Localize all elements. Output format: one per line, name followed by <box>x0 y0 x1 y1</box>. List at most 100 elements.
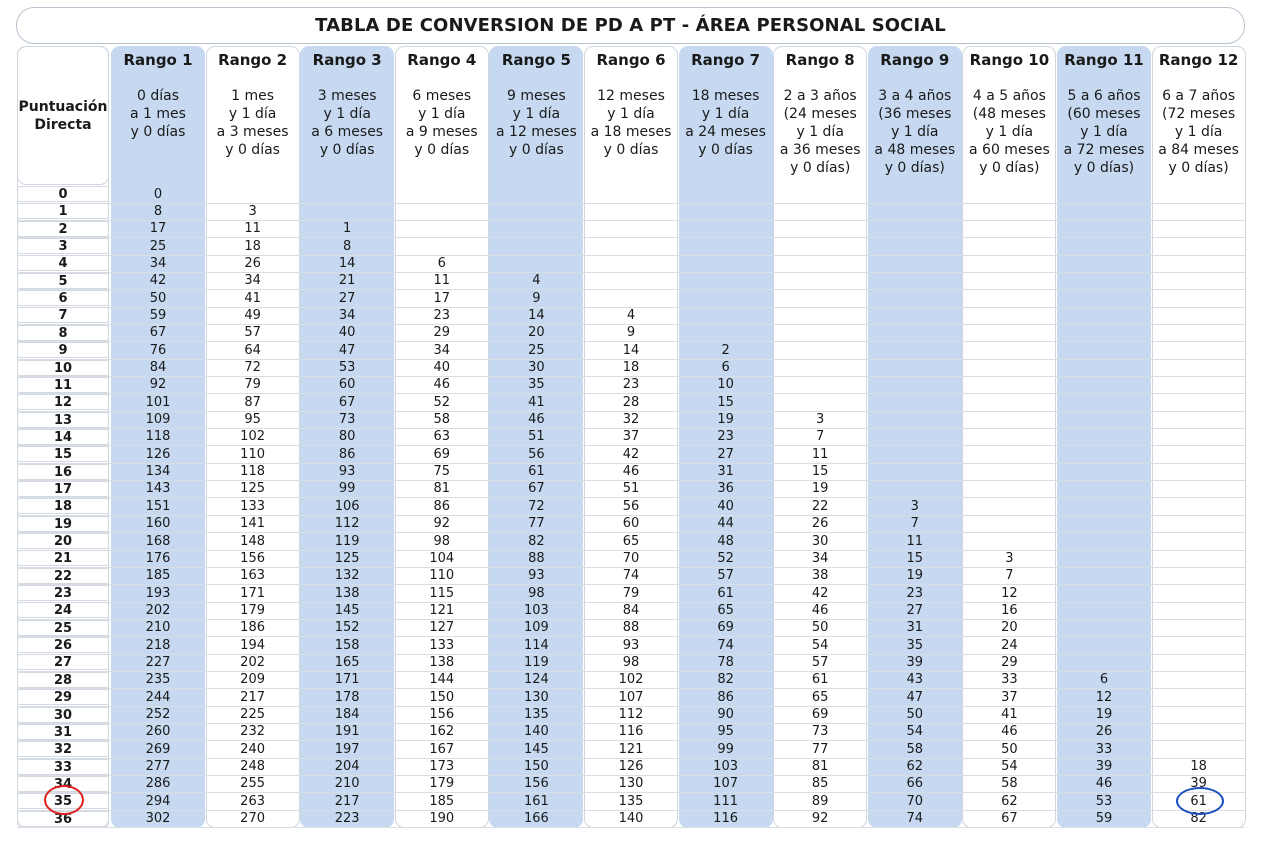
pt-cell: 26 <box>811 516 829 532</box>
pd-cell: 3 <box>17 238 109 255</box>
range-column-bg <box>300 46 395 828</box>
pd-cell: 8 <box>17 324 109 341</box>
row-separator <box>17 809 1245 811</box>
pt-cell: 37 <box>1001 689 1018 705</box>
pt-cell: 93 <box>528 568 545 584</box>
pt-cell: 61 <box>528 464 545 480</box>
pt-cell: 25 <box>149 238 167 254</box>
pt-cell: 110 <box>429 568 455 584</box>
pt-cell: 53 <box>338 360 356 375</box>
pt-cell: 3 <box>910 498 919 514</box>
pt-cell: 166 <box>523 811 549 827</box>
pt-cell: 138 <box>429 654 455 670</box>
pt-cell: 152 <box>334 620 360 636</box>
range-header: Rango 6 12 meses y 1 día a 18 meses y 0 d… <box>584 46 678 185</box>
range-age: 3 a 4 años (36 meses y 1 día a 48 meses … <box>874 88 956 176</box>
pt-cell: 34 <box>811 550 829 566</box>
row-separator <box>17 618 1245 620</box>
pt-cell: 95 <box>244 412 261 428</box>
pt-cell: 225 <box>240 707 265 722</box>
pt-cell: 112 <box>334 516 360 532</box>
pt-cell: 52 <box>717 550 734 566</box>
pt-cell: 56 <box>528 446 545 462</box>
pt-cell: 252 <box>145 707 171 722</box>
pt-cell: 50 <box>149 290 167 306</box>
pt-cell: 34 <box>433 342 451 358</box>
pt-cell: 121 <box>618 741 644 757</box>
pt-cell: 19 <box>1095 707 1113 722</box>
range-column-bg <box>489 46 584 828</box>
row-separator <box>17 653 1245 655</box>
row-separator <box>17 670 1245 672</box>
pt-cell: 162 <box>429 724 455 740</box>
row-separator <box>17 480 1245 482</box>
pt-cell: 20 <box>1001 620 1018 636</box>
pt-cell: 130 <box>523 689 549 705</box>
pt-cell: 67 <box>338 394 356 410</box>
pt-cell: 56 <box>622 498 640 514</box>
pt-cell: 168 <box>145 533 171 549</box>
pt-cell: 104 <box>429 550 455 566</box>
pt-cell: 89 <box>811 793 829 809</box>
pt-cell: 244 <box>145 689 171 705</box>
range-age: 3 meses y 1 día a 6 meses y 0 días <box>311 88 384 158</box>
pt-cell: 74 <box>906 811 924 827</box>
pt-cell: 178 <box>334 689 360 705</box>
range-age: 5 a 6 años (60 meses y 1 día a 72 meses … <box>1063 88 1145 176</box>
pt-cell: 46 <box>1095 776 1113 792</box>
pt-cell: 126 <box>145 446 171 462</box>
pt-cell: 15 <box>717 394 734 410</box>
pt-cell: 103 <box>523 602 549 618</box>
pt-cell: 98 <box>528 585 545 601</box>
pt-cell: 27 <box>717 446 734 462</box>
pt-cell: 10 <box>717 377 734 393</box>
pt-cell: 14 <box>528 307 545 323</box>
pt-cell: 31 <box>906 620 924 636</box>
pt-cell: 227 <box>145 654 171 670</box>
table-title: TABLA DE CONVERSION DE PD A PT - ÁREA PE… <box>16 7 1245 44</box>
range-label: Rango 6 <box>596 51 666 69</box>
pt-cell: 26 <box>244 255 261 271</box>
pd-cell: 29 <box>17 689 109 706</box>
pt-cell: 72 <box>244 360 261 375</box>
pt-cell: 52 <box>433 394 451 410</box>
pt-cell: 40 <box>338 325 356 341</box>
pt-cell: 57 <box>244 325 261 341</box>
pt-cell: 46 <box>1001 724 1018 740</box>
pt-cell: 34 <box>149 255 167 271</box>
pt-cell: 209 <box>240 672 265 688</box>
pt-cell: 40 <box>717 498 734 514</box>
pt-cell: 263 <box>240 793 265 809</box>
row-separator <box>17 410 1245 412</box>
row-separator <box>17 219 1245 221</box>
pt-cell: 30 <box>528 360 545 375</box>
range-age: 12 meses y 1 día a 18 meses y 0 días <box>590 88 672 158</box>
pt-cell: 145 <box>523 741 549 757</box>
pt-cell: 32 <box>622 412 640 428</box>
pt-cell: 6 <box>721 360 730 375</box>
pd-cell: 20 <box>17 533 109 549</box>
range-header: Rango 2 1 mes y 1 día a 3 meses y 0 días <box>206 46 300 185</box>
pt-cell: 145 <box>334 602 360 618</box>
pt-cell: 176 <box>145 550 171 566</box>
pt-cell: 41 <box>1001 707 1018 722</box>
pt-cell: 7 <box>1005 568 1014 584</box>
pt-cell: 121 <box>429 602 455 618</box>
range-column-bg <box>111 46 205 828</box>
pt-cell: 16 <box>1001 602 1018 618</box>
row-separator <box>17 497 1245 499</box>
pt-cell: 23 <box>906 585 924 601</box>
pt-cell: 19 <box>717 412 734 428</box>
pt-cell: 204 <box>334 759 360 775</box>
pt-cell: 75 <box>433 464 451 480</box>
pt-cell: 60 <box>622 516 640 532</box>
pt-cell: 74 <box>717 637 734 653</box>
pt-cell: 141 <box>240 516 265 532</box>
pt-cell: 4 <box>626 307 636 323</box>
pt-cell: 69 <box>433 446 451 462</box>
row-separator <box>17 323 1245 325</box>
pt-cell: 173 <box>429 759 455 775</box>
pt-cell: 62 <box>1001 793 1018 809</box>
pd-cell: 27 <box>17 654 109 671</box>
pt-cell: 161 <box>523 793 549 809</box>
